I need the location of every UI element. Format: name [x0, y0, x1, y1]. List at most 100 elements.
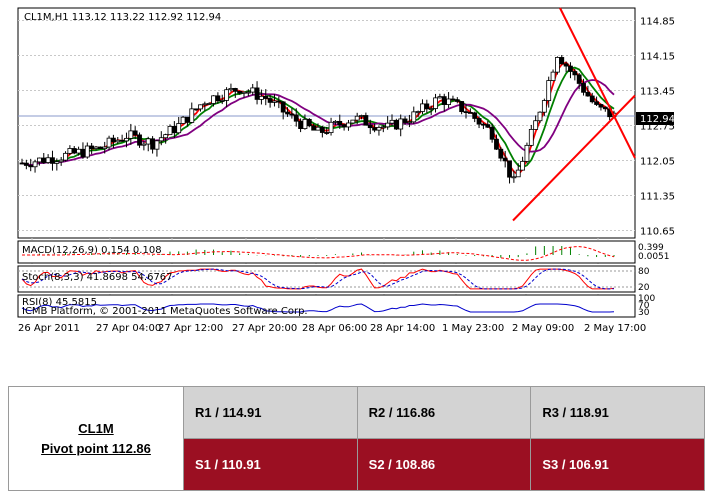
- candle: [302, 118, 308, 130]
- candle: [346, 122, 351, 128]
- candle: [272, 100, 277, 103]
- candle: [533, 120, 539, 130]
- candle: [589, 95, 595, 103]
- s1-cell: S1 / 110.91: [183, 438, 358, 491]
- candle: [441, 96, 447, 105]
- candle: [363, 115, 369, 126]
- candle: [528, 128, 534, 146]
- macd-tick-bottom: 0.0051: [638, 252, 670, 262]
- candle: [328, 121, 334, 133]
- macd-label: MACD(12,26,9) 0.154 0.108: [22, 245, 162, 256]
- candle: [380, 126, 386, 129]
- candle: [193, 108, 199, 111]
- time-tick-label: 1 May 23:00: [442, 323, 504, 334]
- price-tick-label: 114.85: [640, 17, 675, 28]
- candle: [237, 90, 243, 94]
- candle: [232, 88, 238, 92]
- candle: [376, 127, 382, 131]
- candle: [472, 112, 478, 119]
- candle: [137, 134, 142, 146]
- candle: [267, 98, 273, 103]
- candle: [467, 112, 473, 114]
- candle: [337, 120, 343, 126]
- price-tick-label: 114.15: [640, 52, 675, 63]
- candle: [185, 116, 190, 123]
- candle: [402, 118, 408, 123]
- candle: [437, 96, 443, 99]
- candle: [333, 120, 338, 123]
- candle: [97, 146, 103, 150]
- candle: [80, 148, 86, 158]
- candle: [485, 124, 491, 128]
- time-tick-label: 27 Apr 04:00: [96, 323, 161, 334]
- candle: [206, 103, 212, 105]
- candle: [507, 160, 512, 178]
- candle: [189, 108, 195, 123]
- candle: [276, 100, 282, 103]
- candle: [433, 97, 438, 109]
- candle: [50, 157, 55, 164]
- candle: [115, 139, 121, 143]
- candle: [367, 124, 373, 129]
- candle: [450, 98, 456, 101]
- candle: [241, 91, 247, 94]
- candle: [128, 130, 134, 139]
- candle: [163, 134, 169, 139]
- r1-cell: R1 / 114.91: [183, 386, 358, 439]
- candle: [45, 157, 51, 163]
- candle: [494, 138, 499, 150]
- candle: [28, 165, 34, 168]
- candle: [424, 103, 430, 110]
- candle: [420, 103, 425, 112]
- candle: [219, 99, 225, 102]
- candle: [407, 121, 412, 124]
- candle: [84, 145, 90, 158]
- candle: [602, 106, 608, 110]
- candle: [106, 137, 112, 148]
- candle: [76, 148, 81, 154]
- candle: [576, 74, 582, 84]
- time-tick-label: 2 May 09:00: [512, 323, 574, 334]
- candle: [537, 111, 543, 122]
- stoch-label: Stoch(8,3,3) 41.8698 54.6767: [22, 272, 173, 283]
- current-price-label: 112.94: [640, 114, 675, 125]
- candle: [311, 125, 317, 131]
- candle: [280, 101, 286, 113]
- candle: [167, 125, 173, 136]
- price-tick-label: 112.05: [640, 157, 675, 168]
- candle: [372, 127, 377, 131]
- candle: [428, 108, 434, 110]
- candle: [446, 98, 451, 105]
- candle: [171, 125, 177, 134]
- candle: [124, 137, 129, 142]
- r2-cell: R2 / 116.86: [356, 386, 532, 439]
- candle: [581, 83, 586, 93]
- time-tick-label: 2 May 17:00: [584, 323, 646, 334]
- ma-slow-line: [21, 79, 615, 167]
- candle: [67, 148, 73, 154]
- candle: [555, 57, 560, 73]
- candle: [476, 118, 482, 125]
- candle: [585, 91, 591, 97]
- candle: [315, 126, 321, 131]
- candle: [454, 99, 460, 102]
- candle: [594, 101, 599, 105]
- candle: [289, 113, 295, 116]
- candle: [411, 111, 417, 123]
- candle: [459, 101, 465, 113]
- rsi-tick-top: 100: [638, 294, 655, 304]
- macd-panel: [17, 240, 636, 264]
- candle: [511, 176, 517, 179]
- candle: [32, 161, 38, 168]
- candle: [524, 144, 530, 162]
- time-tick-label: 28 Apr 14:00: [370, 323, 435, 334]
- candle: [359, 115, 364, 117]
- candle: [132, 130, 138, 136]
- time-tick-label: 28 Apr 06:00: [302, 323, 367, 334]
- price-chart: CL1M,H1 113.12 113.22 112.92 112.94 114.…: [17, 7, 675, 334]
- candle: [224, 89, 229, 101]
- time-tick-label: 27 Apr 20:00: [232, 323, 297, 334]
- rsi-tick-low: 30: [638, 308, 650, 318]
- candle: [293, 114, 299, 122]
- s2-cell: S2 / 108.86: [356, 438, 532, 491]
